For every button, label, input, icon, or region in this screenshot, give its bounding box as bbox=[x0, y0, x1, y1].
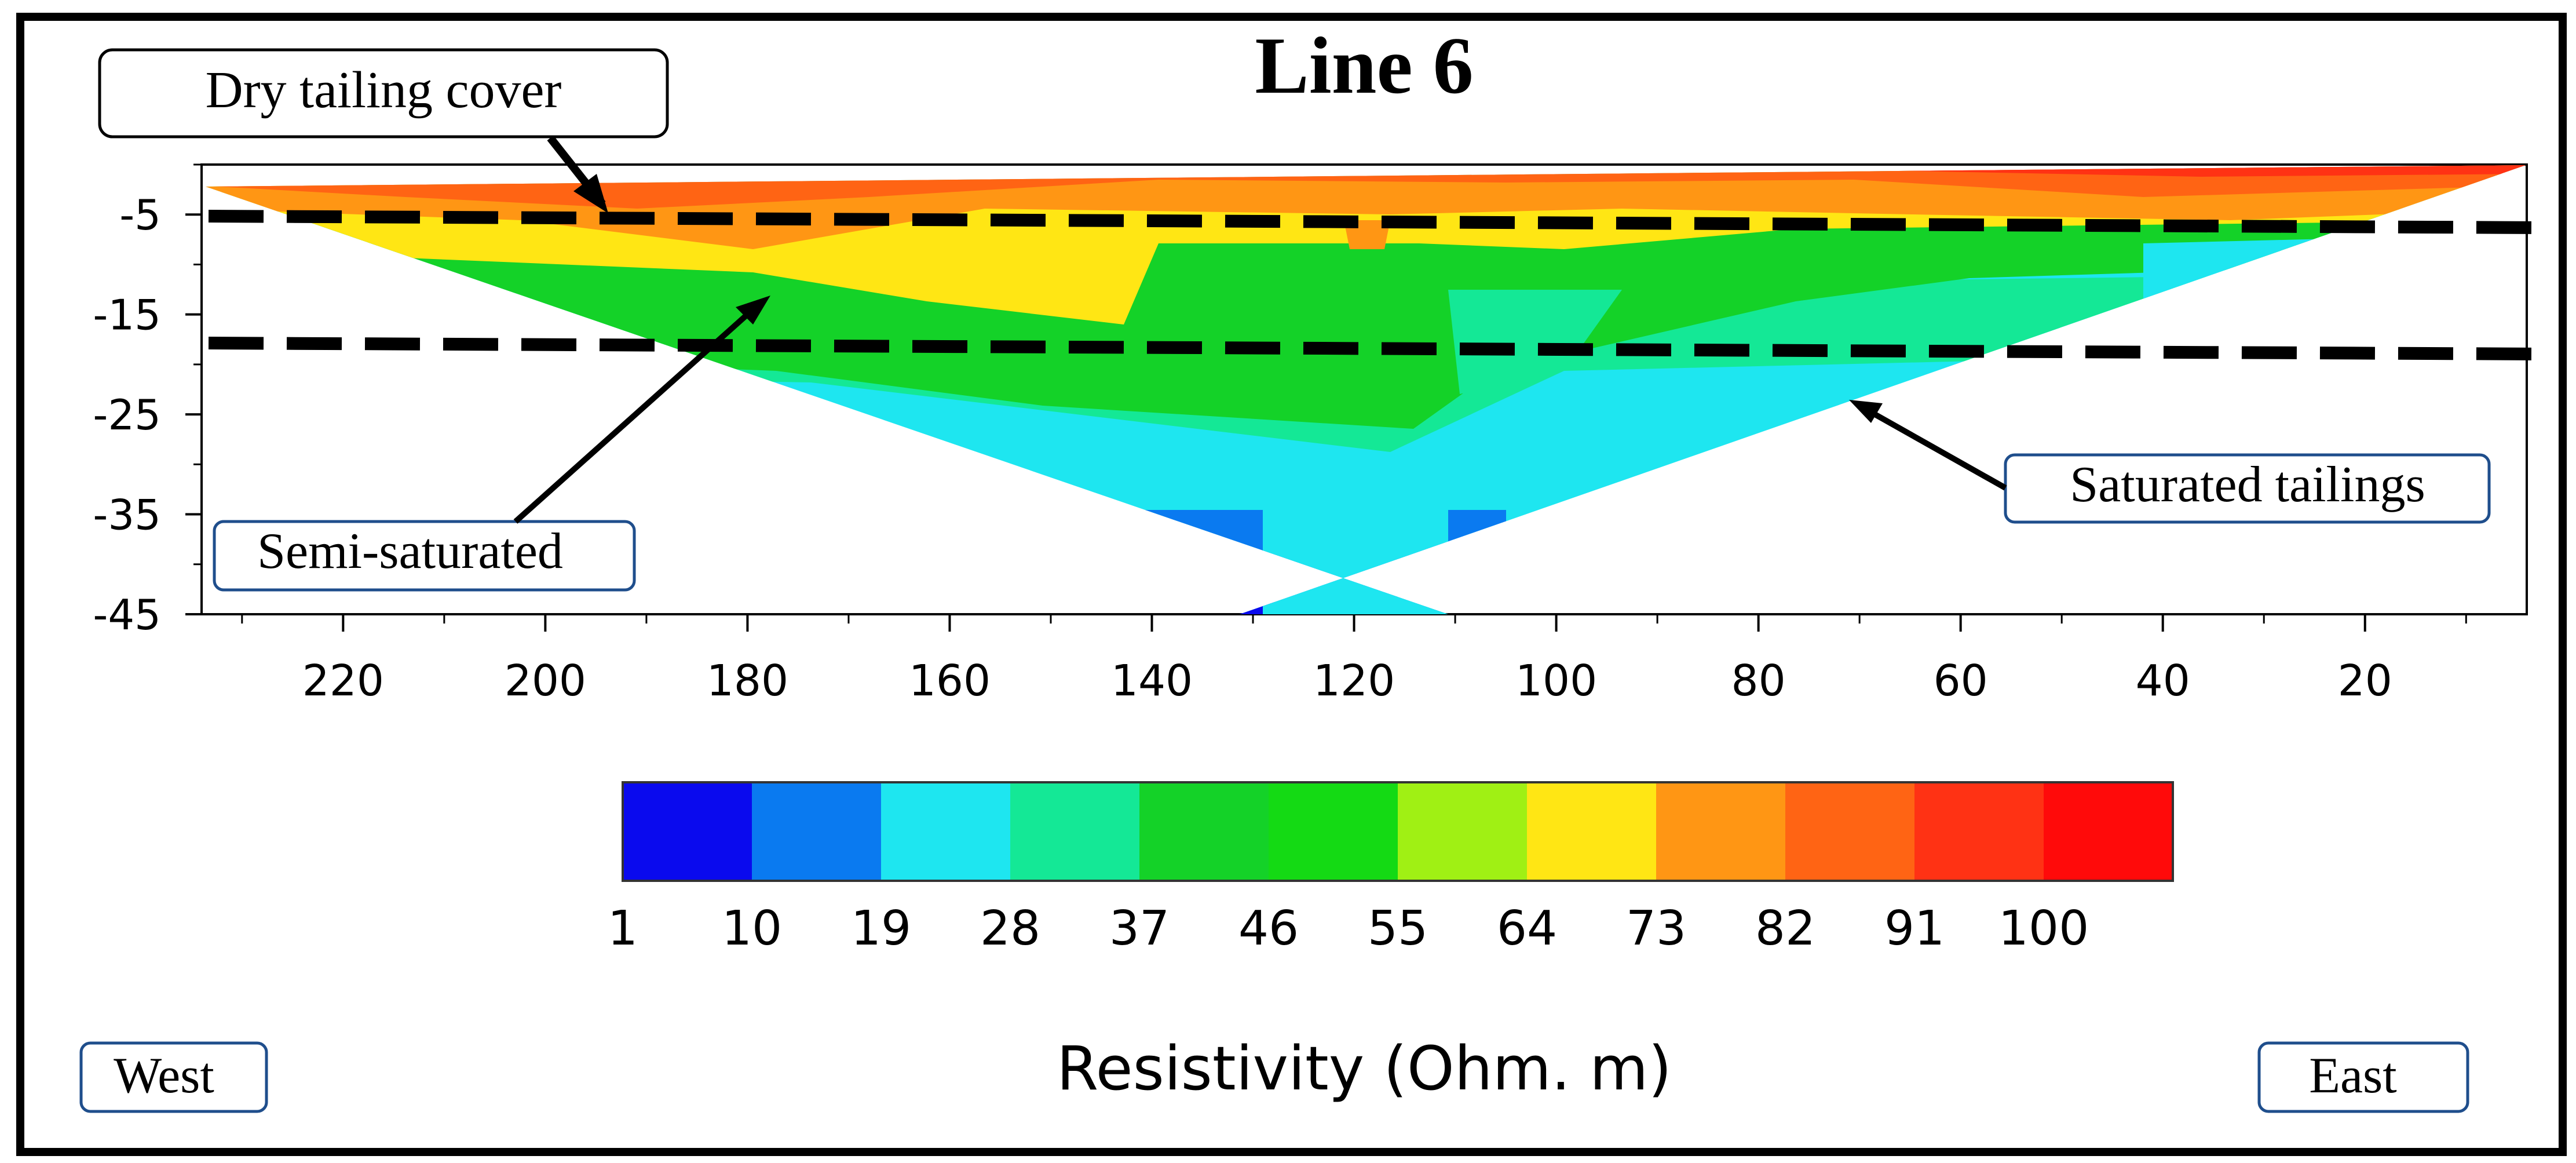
colorbar-swatch-9 bbox=[1785, 782, 1915, 881]
dry-cover-arrowhead bbox=[573, 174, 608, 213]
semi-saturated-label: Semi-saturated bbox=[257, 523, 563, 579]
dry-cover-box bbox=[98, 48, 669, 138]
y-tick-label-3: -35 bbox=[93, 491, 161, 539]
x-tick-label-1: 200 bbox=[505, 656, 586, 706]
colorbar-tick-label-3: 28 bbox=[980, 901, 1040, 956]
colorbar-swatch-10 bbox=[1914, 782, 2044, 881]
colorbar-label: Resistivity (Ohm. m) bbox=[1057, 1033, 1672, 1104]
colorbar-swatch-3 bbox=[1010, 782, 1140, 881]
colorbar-swatch-5 bbox=[1269, 782, 1398, 881]
x-tick-label-0: 220 bbox=[302, 656, 384, 706]
west-box bbox=[79, 1041, 268, 1113]
semi-saturated-box bbox=[213, 520, 636, 592]
saturated-label: Saturated tailings bbox=[2070, 457, 2425, 513]
y-tick-label-4: -45 bbox=[93, 590, 161, 639]
x-tick-label-10: 20 bbox=[2338, 656, 2392, 706]
saturated-arrow bbox=[1858, 403, 2007, 491]
x-tick-label-8: 60 bbox=[1934, 656, 1988, 706]
colorbar-tick-label-7: 64 bbox=[1497, 901, 1557, 956]
east-box bbox=[2257, 1041, 2469, 1113]
colorbar-swatch-4 bbox=[1139, 782, 1269, 881]
saturated-arrowhead bbox=[1849, 400, 1883, 423]
y-axis: -5 -15 -25 -35 -45 bbox=[93, 163, 200, 639]
colorbar-tick-label-9: 82 bbox=[1755, 901, 1815, 956]
x-tick-label-6: 100 bbox=[1515, 656, 1597, 706]
y-tick-label-0: -5 bbox=[119, 191, 161, 239]
colorbar-tick-label-1: 10 bbox=[722, 901, 782, 956]
x-tick-label-3: 160 bbox=[909, 656, 991, 706]
colorbar-swatch-11 bbox=[2044, 782, 2173, 881]
colorbar-swatch-1 bbox=[752, 782, 882, 881]
x-tick-label-7: 80 bbox=[1731, 656, 1786, 706]
semi-saturated-arrow bbox=[513, 302, 761, 524]
colorbar-swatch-6 bbox=[1398, 782, 1528, 881]
x-tick-label-5: 120 bbox=[1313, 656, 1395, 706]
x-axis: 220 200 180 160 140 120 100 80 60 40 20 bbox=[241, 614, 2467, 706]
colorbar-tick-label-8: 73 bbox=[1626, 901, 1686, 956]
colorbar-border bbox=[622, 781, 2174, 882]
colorbar-tick-label-11: 100 bbox=[1998, 901, 2089, 956]
colorbar-tick-label-6: 55 bbox=[1368, 901, 1428, 956]
section-teal-pocket bbox=[1448, 290, 1622, 394]
east-label: East bbox=[2309, 1048, 2397, 1104]
section-cyan-east bbox=[2143, 238, 2375, 325]
colorbar-swatch-8 bbox=[1656, 782, 1786, 881]
y-tick-label-1: -15 bbox=[93, 291, 161, 340]
colorbar-swatch-7 bbox=[1527, 782, 1657, 881]
colorbar-swatch-0 bbox=[623, 782, 752, 881]
x-tick-label-2: 180 bbox=[707, 656, 788, 706]
colorbar-tick-label-10: 91 bbox=[1884, 901, 1945, 956]
section-cyan-core bbox=[1263, 440, 1448, 614]
chart-title: Line 6 bbox=[1255, 21, 1473, 111]
x-tick-label-4: 140 bbox=[1111, 656, 1193, 706]
saturated-box bbox=[2004, 453, 2491, 524]
y-tick-label-2: -25 bbox=[93, 391, 161, 439]
x-tick-label-9: 40 bbox=[2136, 656, 2190, 706]
colorbar-tick-label-5: 46 bbox=[1238, 901, 1299, 956]
colorbar-tick-label-4: 37 bbox=[1109, 901, 1170, 956]
colorbar: 1 10 19 28 37 46 55 64 73 82 91 100 bbox=[608, 781, 2174, 956]
colorbar-tick-label-2: 19 bbox=[851, 901, 911, 956]
semi-saturated-arrowhead bbox=[736, 296, 770, 325]
west-label: West bbox=[114, 1048, 214, 1104]
colorbar-swatch-2 bbox=[881, 782, 1011, 881]
colorbar-tick-label-0: 1 bbox=[608, 901, 638, 956]
dry-cover-label: Dry tailing cover bbox=[206, 61, 562, 119]
